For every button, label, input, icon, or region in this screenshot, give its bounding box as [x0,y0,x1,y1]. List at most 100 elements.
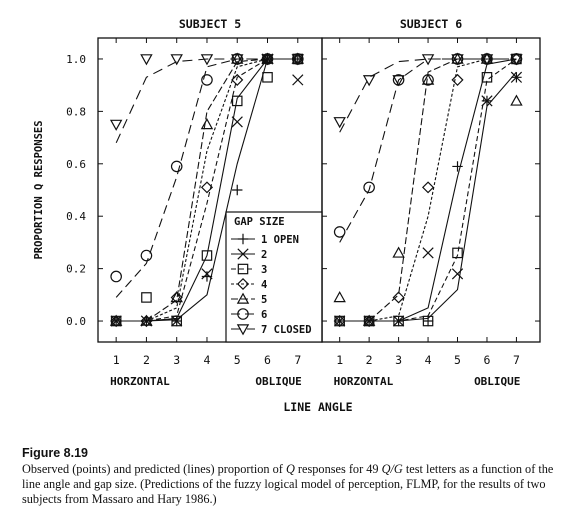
panel-title: SUBJECT 5 [179,17,241,31]
series-gap-4 [333,52,523,328]
x-tick-label: 2 [366,353,373,367]
observed-point-gap-4 [451,73,464,86]
legend-entry: 4 [261,279,267,291]
observed-point-gap-7 [231,54,244,66]
legend-entry: 3 [261,264,267,276]
y-tick-label: 0.8 [66,105,86,118]
observed-point-gap-7 [451,54,464,66]
observed-point-gap-2 [231,116,243,128]
observed-point-gap-3 [452,247,463,259]
observed-point-gap-1 [232,184,243,196]
observed-point-gap-4 [170,291,183,304]
observed-point-gap-1 [422,315,434,327]
legend: GAP SIZE 1 OPEN 2 3 4 5 6 7 CLOSED [225,211,323,343]
observed-point-gap-7 [200,54,214,66]
series-gap-3 [334,53,522,327]
observed-point-gap-5 [109,314,123,326]
observed-point-gap-7 [362,75,376,87]
x-tick-label: 5 [454,353,461,367]
figure-svg: SUBJECT 5 1 2 3 4 5 6 7 HORZONTAL OBLIQUE 0.0 0.2 0.… [33,17,541,414]
observed-point-gap-4 [392,291,405,304]
observed-point-gap-3 [262,72,273,83]
y-tick-label: 1.0 [66,53,86,66]
observed-point-gap-7 [421,54,435,66]
observed-point-gap-2 [201,268,213,280]
x-tick-label: 5 [234,353,241,367]
legend-marker [236,277,250,291]
legend-entry: 6 [261,309,267,321]
y-tick-label: 0.2 [66,263,86,276]
plot-frame [321,37,541,343]
observed-point-gap-4 [200,181,214,194]
y-tick-label: 0.6 [66,158,86,171]
chart-panel-2: SUBJECT 6 1 2 3 4 5 6 7 HORZONTAL OBLIQUE [321,17,541,388]
observed-point-gap-3 [141,292,152,303]
caption-q-2: Q/G [381,462,403,476]
observed-point-gap-7 [333,117,346,129]
observed-point-gap-2 [510,71,523,83]
x-end-label-left: HORZONTAL [334,375,394,388]
observed-point-gap-4 [140,314,153,328]
x-tick-label: 3 [173,353,180,367]
x-end-label-right: OBLIQUE [255,375,301,388]
observed-point-gap-3 [481,72,493,83]
observed-point-gap-5 [170,291,183,303]
panel-title: SUBJECT 6 [400,17,462,31]
observed-point-gap-4 [422,181,435,194]
y-tick-label: 0.4 [66,210,86,223]
figure-label: Figure 8.19 [22,446,88,460]
series-gap-2 [334,71,523,327]
observed-point-gap-6 [201,74,213,86]
observed-point-gap-3 [422,315,434,327]
x-tick-label: 1 [113,353,120,367]
observed-point-gap-7 [170,54,183,66]
y-tick-label: 0.0 [66,315,86,328]
x-tick-label: 3 [395,353,402,367]
observed-point-gap-6 [110,270,122,283]
y-axis-label: PROPORTION Q RESPONSES [33,120,45,259]
observed-point-gap-6 [140,249,153,262]
x-tick-label: 4 [425,353,432,367]
legend-marker [237,308,249,320]
x-tick-label: 6 [264,353,271,367]
observed-point-gap-7 [291,54,305,66]
x-axis-label: LINE ANGLE [283,400,352,414]
series-gap-7 [333,54,523,133]
x-end-label-right: OBLIQUE [474,375,520,388]
legend-marker [236,292,250,304]
series-gap-5 [333,52,523,326]
predicted-line-gap-7 [339,58,517,133]
observed-point-gap-3 [201,250,213,261]
x-tick-label: 7 [294,353,301,367]
figure-caption: Figure 8.19 Observed (points) and predic… [22,446,570,507]
legend-marker [236,324,250,336]
caption-q-1: Q [285,462,295,476]
observed-point-gap-4 [333,314,346,328]
observed-point-gap-2 [451,268,464,280]
observed-point-gap-6 [422,74,434,86]
legend-entry: 7 CLOSED [261,324,312,336]
observed-point-gap-5 [510,94,523,106]
observed-point-gap-3 [231,95,243,107]
legend-box [225,211,323,343]
series-gap-7 [109,54,305,144]
legend-marker [237,248,249,260]
observed-point-gap-2 [422,247,434,259]
observed-point-gap-6 [333,226,346,238]
legend-entry: 5 [261,294,267,306]
legend-entry: 1 OPEN [261,234,299,246]
caption-text-2: responses for 49 [294,462,382,476]
observed-point-gap-7 [510,54,523,66]
chart-panel-1: SUBJECT 5 1 2 3 4 5 6 7 HORZONTAL OBLIQUE 0.0 0.2 0.… [33,17,323,388]
legend-marker [237,263,249,275]
observed-point-gap-4 [110,314,123,328]
caption-text-3: test letters as a function of the line a… [22,462,554,506]
x-tick-label: 7 [513,353,520,367]
observed-point-gap-1 [452,161,463,172]
observed-point-gap-6 [363,181,375,194]
predicted-line-gap-7 [115,58,298,144]
observed-point-gap-4 [231,73,244,86]
observed-point-gap-5 [421,73,435,85]
observed-point-gap-2 [292,74,304,86]
observed-point-gap-2 [171,315,183,327]
